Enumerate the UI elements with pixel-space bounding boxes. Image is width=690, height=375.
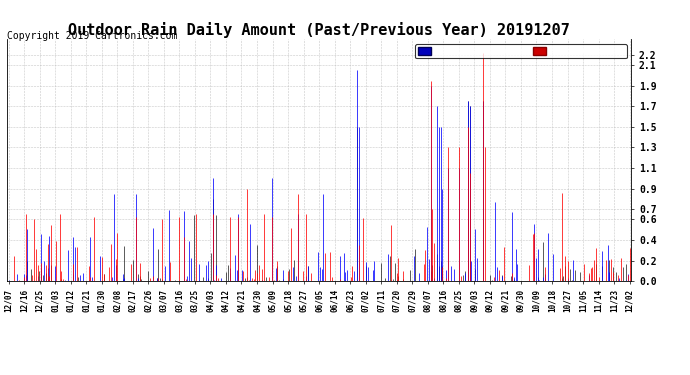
Legend: Previous  (Inches), Past  (Inches): Previous (Inches), Past (Inches) — [415, 44, 627, 58]
Text: Copyright 2019 Cartronics.com: Copyright 2019 Cartronics.com — [7, 32, 177, 41]
Title: Outdoor Rain Daily Amount (Past/Previous Year) 20191207: Outdoor Rain Daily Amount (Past/Previous… — [68, 22, 570, 38]
